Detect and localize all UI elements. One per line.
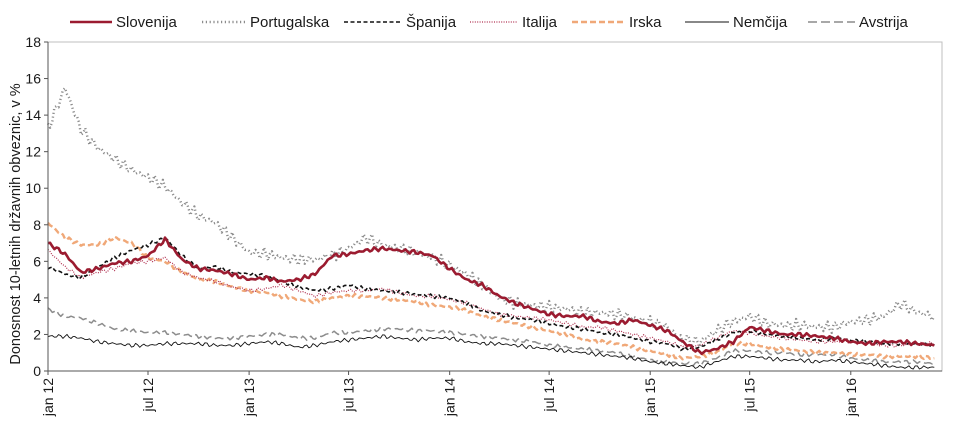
x-tick-label: jul 14 bbox=[541, 378, 557, 413]
x-tick-label: jul 15 bbox=[742, 378, 758, 413]
legend-label: Irska bbox=[629, 14, 662, 31]
legend-label: Portugalska bbox=[250, 14, 330, 31]
series-line-5 bbox=[47, 222, 935, 361]
x-tick-label: jan 15 bbox=[642, 378, 658, 417]
legend-label: Nemčija bbox=[733, 14, 788, 31]
series-line-6 bbox=[47, 333, 935, 370]
legend-label: Slovenija bbox=[116, 14, 178, 31]
y-tick-label: 16 bbox=[25, 71, 41, 87]
x-axis: jan 12 jul 12 jan 13 jul 13 jan 14 jul 14 jan … bbox=[40, 370, 942, 417]
y-axis: 0 2 4 6 8 10 12 14 16 18 bbox=[25, 34, 49, 379]
series-layer bbox=[46, 86, 936, 370]
x-tick-label: jan 14 bbox=[442, 378, 458, 417]
y-tick-label: 4 bbox=[33, 290, 41, 306]
y-tick-label: 0 bbox=[33, 363, 41, 379]
legend-label: Avstrija bbox=[859, 14, 909, 31]
series-line-7 bbox=[47, 307, 935, 367]
legend: Slovenija Portugalska Španija Italija Irska N… bbox=[70, 14, 909, 31]
y-tick-label: 12 bbox=[25, 144, 41, 160]
y-tick-label: 8 bbox=[33, 217, 41, 233]
series-line-4 bbox=[47, 249, 935, 349]
y-tick-label: 6 bbox=[33, 253, 41, 269]
series-line-2 bbox=[46, 86, 936, 348]
legend-label: Španija bbox=[406, 14, 457, 31]
x-tick-label: jan 13 bbox=[241, 378, 257, 417]
x-tick-label: jul 13 bbox=[341, 378, 357, 413]
x-tick-label: jan 12 bbox=[40, 378, 56, 417]
y-tick-label: 14 bbox=[25, 107, 41, 123]
legend-label: Italija bbox=[522, 14, 558, 31]
x-tick-label: jul 12 bbox=[140, 378, 156, 413]
x-tick-label: jan 16 bbox=[843, 378, 859, 417]
y-tick-label: 18 bbox=[25, 34, 41, 50]
series-line-1 bbox=[47, 236, 935, 356]
y-tick-label: 10 bbox=[25, 180, 41, 196]
y-axis-label: Donosnost 10-letnih državnih obveznic, v… bbox=[8, 83, 24, 364]
y-tick-label: 2 bbox=[33, 326, 41, 342]
